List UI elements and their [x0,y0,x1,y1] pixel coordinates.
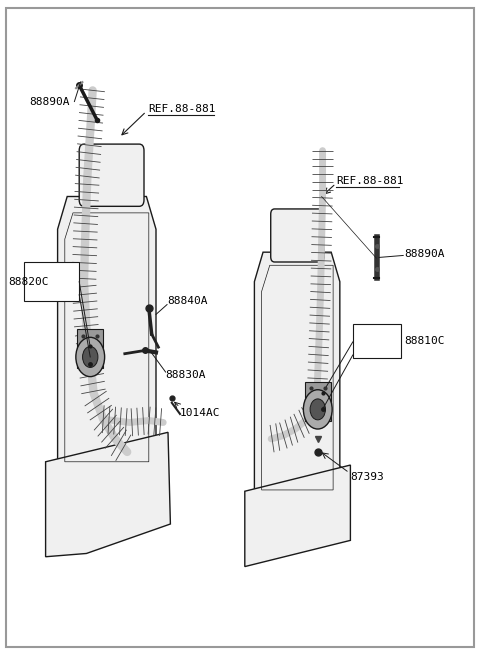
FancyBboxPatch shape [305,382,331,421]
FancyBboxPatch shape [271,209,324,262]
Circle shape [310,399,325,420]
Circle shape [76,337,105,377]
FancyBboxPatch shape [79,144,144,206]
Text: 88890A: 88890A [405,249,445,259]
Text: 88840A: 88840A [167,296,207,307]
Polygon shape [46,432,170,557]
Text: REF.88-881: REF.88-881 [336,176,404,187]
Text: 88830A: 88830A [166,369,206,380]
Bar [24,262,79,301]
Circle shape [83,346,98,367]
Polygon shape [254,252,340,501]
Bar [353,324,401,358]
Polygon shape [58,196,156,472]
Text: 88810C: 88810C [405,335,445,346]
Text: 1014AC: 1014AC [180,407,220,418]
Polygon shape [245,465,350,567]
Text: 88890A: 88890A [29,96,69,107]
Circle shape [303,390,332,429]
Text: 88820C: 88820C [9,276,49,287]
FancyBboxPatch shape [77,329,103,368]
Text: REF.88-881: REF.88-881 [148,104,216,115]
Text: 87393: 87393 [350,472,384,482]
